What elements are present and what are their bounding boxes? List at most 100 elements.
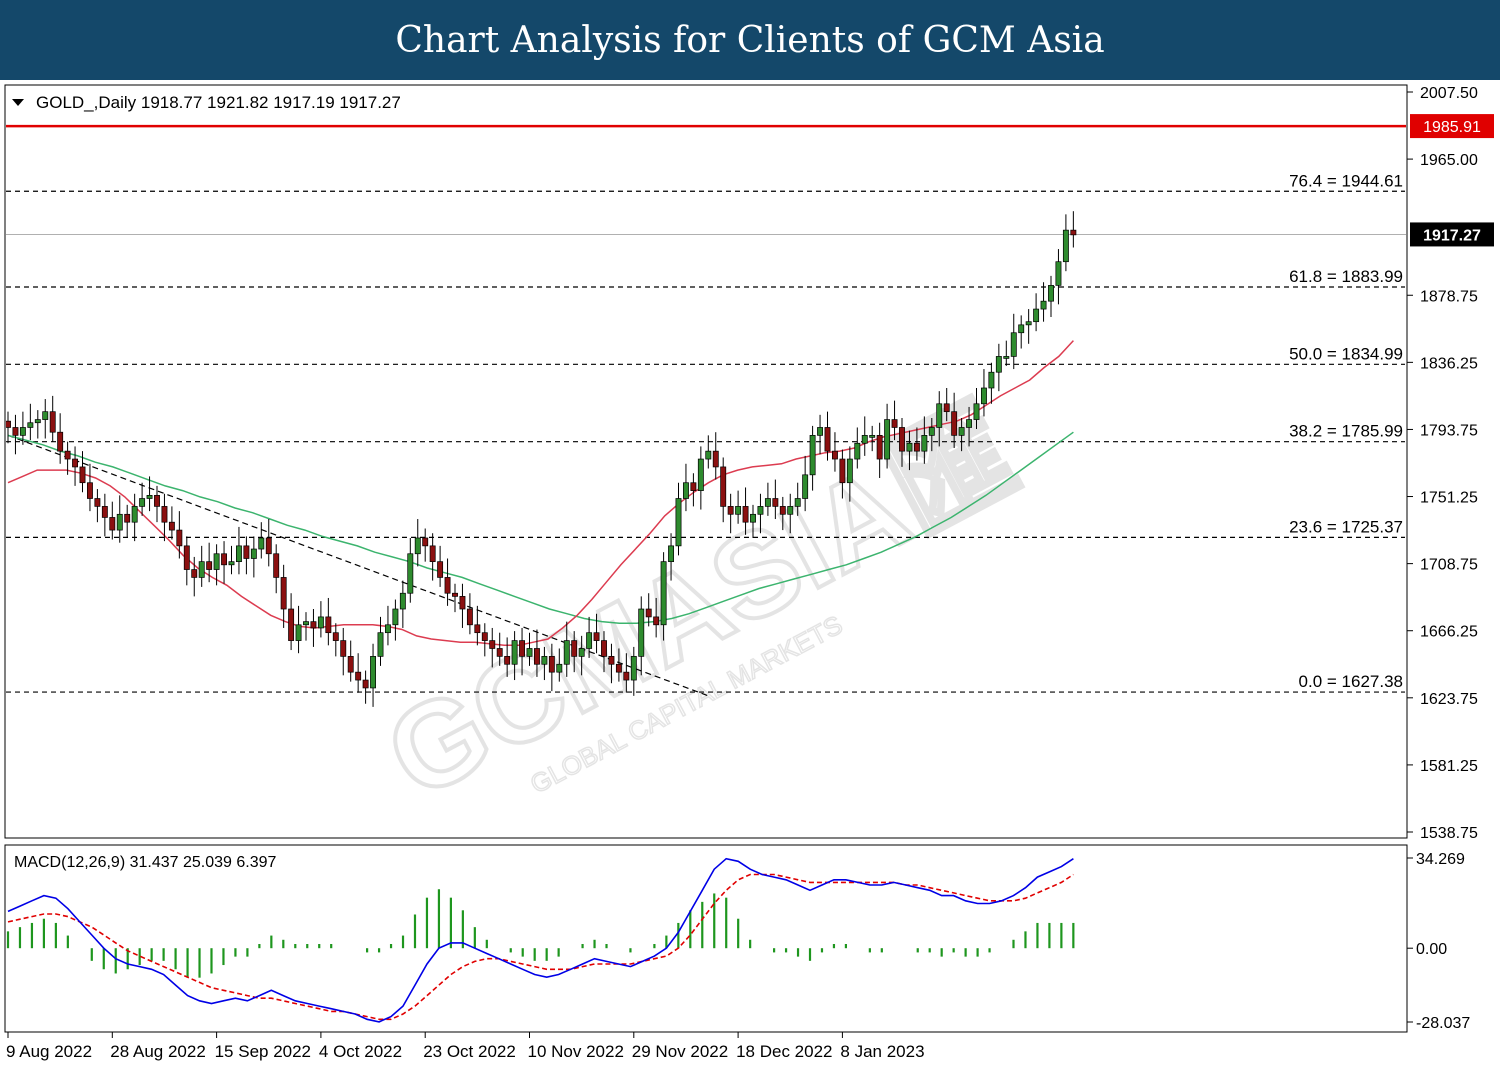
candle-bull xyxy=(973,403,980,420)
fib-label: 61.8 = 1883.99 xyxy=(1289,267,1403,286)
candle-bear xyxy=(548,656,555,673)
candle-bear xyxy=(824,427,831,452)
candle-bear xyxy=(86,482,93,499)
candle-bull xyxy=(750,513,756,523)
downtrend-line xyxy=(7,434,709,697)
candle-bear xyxy=(1070,229,1077,236)
fib-label: 38.2 = 1785.99 xyxy=(1289,422,1403,441)
candle-bull xyxy=(1062,229,1069,263)
candle-bear xyxy=(615,663,622,673)
candle-bull xyxy=(1048,285,1054,302)
candle-bear xyxy=(273,553,280,578)
candle-bull xyxy=(27,422,34,428)
candle-bull xyxy=(303,621,309,626)
candle-bull xyxy=(995,356,1002,373)
candle-bear xyxy=(340,640,347,657)
candle-bear xyxy=(601,640,607,657)
price-tick-label: 1793.75 xyxy=(1420,422,1478,439)
candle-bull xyxy=(1055,261,1062,286)
dropdown-triangle-icon[interactable] xyxy=(12,99,24,106)
candle-bear xyxy=(191,569,198,578)
candle-bear xyxy=(504,656,511,665)
candle-bull xyxy=(1025,321,1032,326)
candle-bull xyxy=(228,561,235,566)
candle-bear xyxy=(109,517,116,531)
candle-bull xyxy=(198,561,205,578)
candle-bear xyxy=(831,450,838,460)
candle-bull xyxy=(869,435,876,438)
candle-bear xyxy=(496,648,503,657)
candle-bull xyxy=(139,498,146,507)
candle-bull xyxy=(556,663,563,673)
candle-bear xyxy=(466,608,473,626)
date-label: 18 Dec 2022 xyxy=(736,1042,832,1061)
candle-bull xyxy=(526,648,533,657)
candle-bull xyxy=(966,419,973,428)
ma-slow-line xyxy=(7,431,1074,624)
macd-tick-label: 34.269 xyxy=(1416,851,1465,868)
candle-bear xyxy=(623,671,630,681)
current-price-tag xyxy=(1410,222,1494,247)
candle-bull xyxy=(377,632,384,657)
candle-bull xyxy=(1003,356,1010,359)
candle-bull xyxy=(258,537,265,550)
candle-bull xyxy=(385,624,391,634)
candle-bear xyxy=(459,596,466,610)
candle-bear xyxy=(288,608,295,641)
candle-bear xyxy=(176,529,183,547)
candle-bear xyxy=(444,577,451,594)
resistance-tag xyxy=(1410,114,1494,139)
candle-bear xyxy=(519,640,526,657)
candle-bull xyxy=(697,458,704,491)
candle-bull xyxy=(980,387,987,405)
price-tick-label: 1751.25 xyxy=(1420,490,1478,507)
price-tick-label: 1965.00 xyxy=(1420,152,1478,169)
macd-tick-label: -28.037 xyxy=(1416,1015,1470,1032)
candle-bear xyxy=(779,506,786,515)
candle-bull xyxy=(370,656,377,689)
macd-pane xyxy=(4,844,1408,1033)
macd-signal-line xyxy=(7,873,1074,1021)
candle-bull xyxy=(392,608,399,626)
candle-bear xyxy=(206,561,213,570)
candle-bull xyxy=(928,427,935,436)
candle-bear xyxy=(280,577,287,610)
price-pane xyxy=(4,84,1408,839)
page-banner: Chart Analysis for Clients of GCM Asia xyxy=(0,0,1500,80)
candle-bear xyxy=(653,616,660,626)
candle-bear xyxy=(452,592,458,597)
candle-bear xyxy=(489,640,496,649)
fib-label: 50.0 = 1834.99 xyxy=(1289,344,1403,363)
candle-bull xyxy=(988,371,995,389)
candle-bull xyxy=(668,545,675,563)
candle-bull xyxy=(921,435,928,452)
macd-line xyxy=(7,857,1074,1023)
candle-bear xyxy=(943,403,950,413)
candle-bull xyxy=(295,624,302,641)
candle-bull xyxy=(19,427,26,436)
candle-bear xyxy=(183,545,190,570)
candle-bull xyxy=(1040,300,1047,310)
candle-bear xyxy=(154,494,160,507)
fib-label: 23.6 = 1725.37 xyxy=(1289,517,1403,536)
candle-bear xyxy=(437,561,444,578)
price-tick-label: 1666.25 xyxy=(1420,624,1478,641)
date-label: 9 Aug 2022 xyxy=(6,1042,92,1061)
candle-bear xyxy=(124,513,131,523)
candle-bear xyxy=(57,431,64,452)
candle-bear xyxy=(362,679,369,689)
candle-bull xyxy=(578,648,585,657)
candle-bear xyxy=(422,537,429,547)
candle-bear xyxy=(161,506,168,523)
candle-bear xyxy=(347,656,354,673)
date-label: 15 Sep 2022 xyxy=(215,1042,311,1061)
resistance-tag-label: 1985.91 xyxy=(1423,119,1481,136)
candle-bear xyxy=(6,420,11,428)
candle-bull xyxy=(116,513,123,531)
candle-bear xyxy=(951,411,958,436)
candle-bear xyxy=(772,498,779,507)
candle-bull xyxy=(250,548,257,559)
price-tick-label: 1623.75 xyxy=(1420,691,1478,708)
candle-bear xyxy=(727,506,734,515)
candle-bull xyxy=(146,494,153,499)
